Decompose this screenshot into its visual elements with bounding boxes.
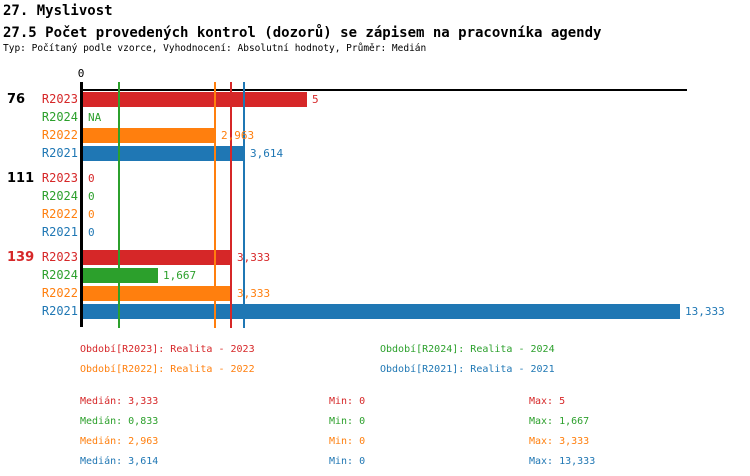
y-axis-line [80, 82, 83, 327]
series-tick-label: R2024 [41, 110, 78, 124]
bar-value-label: 0 [88, 190, 95, 203]
group-label-111: 111 [7, 171, 35, 186]
series-tick-label: R2024 [41, 189, 78, 203]
series-tick-label: R2022 [41, 207, 78, 221]
series-tick-label: R2023 [41, 171, 78, 185]
stat-median-r2022: Medián: 2,963 [80, 436, 159, 447]
bar-r2022 [83, 128, 216, 143]
bar-value-label: 3,333 [237, 251, 271, 264]
bar-value-label: 0 [88, 172, 95, 185]
series-tick-label: R2022 [41, 128, 78, 142]
series-tick-label: R2021 [41, 225, 78, 239]
series-tick-label: R2021 [41, 304, 78, 318]
stat-median-r2024: Medián: 0,833 [80, 416, 159, 427]
legend-item-r2021: Období[R2021]: Realita - 2021 [380, 364, 555, 375]
stat-max-r2023: Max: 5 [529, 396, 566, 407]
bar-r2022 [83, 286, 232, 301]
stat-max-r2022: Max: 3,333 [529, 436, 590, 447]
stat-median-r2023: Medián: 3,333 [80, 396, 159, 407]
bar-r2023 [83, 250, 232, 265]
series-tick-label: R2023 [41, 92, 78, 106]
stat-median-r2021: Medián: 3,614 [80, 456, 159, 467]
series-tick-label: R2024 [41, 268, 78, 282]
legend-item-r2024: Období[R2024]: Realita - 2024 [380, 344, 555, 355]
bar-value-label: NA [88, 111, 102, 124]
bar-value-label: 0 [88, 208, 95, 221]
group-label-139: 139 [7, 250, 35, 265]
bar-value-label: 3,614 [250, 147, 284, 160]
stat-max-r2024: Max: 1,667 [529, 416, 590, 427]
median-line-r2024 [118, 82, 120, 328]
stat-min-r2023: Min: 0 [329, 396, 366, 407]
stat-min-r2021: Min: 0 [329, 456, 366, 467]
median-line-r2021 [243, 82, 245, 328]
median-line-r2022 [214, 82, 216, 328]
bar-value-label: 3,333 [237, 287, 271, 300]
bar-value-label: 1,667 [163, 269, 197, 282]
group-label-76: 76 [7, 92, 26, 107]
stat-max-r2021: Max: 13,333 [529, 456, 596, 467]
bar-r2021 [83, 304, 680, 319]
page-title: 27. Myslivost [3, 3, 113, 19]
bar-value-label: 2,963 [221, 129, 255, 142]
bar-value-label: 0 [88, 226, 95, 239]
median-line-r2023 [230, 82, 232, 328]
series-tick-label: R2022 [41, 286, 78, 300]
legend-item-r2023: Období[R2023]: Realita - 2023 [80, 344, 255, 355]
stat-min-r2024: Min: 0 [329, 416, 366, 427]
bar-r2024 [83, 268, 158, 283]
series-tick-label: R2021 [41, 146, 78, 160]
chart-meta: Typ: Počítaný podle vzorce, Vyhodnocení:… [3, 43, 427, 54]
x-axis-zero-tick-label: 0 [77, 67, 85, 80]
x-axis-line [80, 89, 687, 91]
series-tick-label: R2023 [41, 250, 78, 264]
bar-r2021 [83, 146, 245, 161]
stat-min-r2022: Min: 0 [329, 436, 366, 447]
bar-r2023 [83, 92, 307, 107]
legend-item-r2022: Období[R2022]: Realita - 2022 [80, 364, 255, 375]
bar-value-label: 13,333 [685, 305, 725, 318]
page-subtitle: 27.5 Počet provedených kontrol (dozorů) … [3, 25, 602, 41]
bar-value-label: 5 [312, 93, 319, 106]
